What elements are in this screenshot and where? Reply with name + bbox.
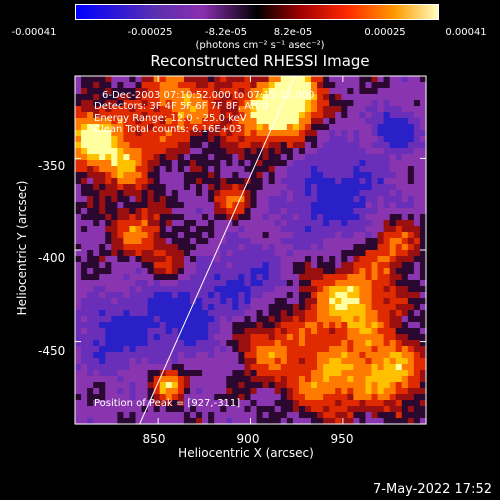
colorbar-units: (photons cm⁻² s⁻¹ asec⁻²) bbox=[195, 40, 325, 51]
x-tick-label: 950 bbox=[330, 432, 354, 446]
y-axis-label: Heliocentric Y (arcsec) bbox=[15, 180, 29, 316]
colorbar-tick: -8.2e-05 bbox=[205, 27, 247, 38]
info-energy-range: Energy Range: 12.0 - 25.0 keV bbox=[94, 113, 247, 124]
info-peak-position: Position of Peak = [927,-311] bbox=[94, 398, 241, 409]
chart-title: Reconstructed RHESSI Image bbox=[150, 52, 370, 70]
colorbar-tick: 0.00041 bbox=[445, 27, 487, 38]
y-tick-label: -400 bbox=[38, 251, 66, 265]
colorbar-tick: 0.00025 bbox=[364, 27, 406, 38]
x-tick-label: 850 bbox=[142, 432, 166, 446]
x-tick-label: 900 bbox=[236, 432, 260, 446]
footer-date: 7-May-2022 17:52 bbox=[373, 482, 492, 497]
limb-line bbox=[139, 75, 296, 425]
info-time-range: 6-Dec-2003 07:10:52.000 to 07:15:12.000 bbox=[102, 90, 315, 101]
colorbar bbox=[75, 4, 439, 20]
colorbar-tick: -0.00025 bbox=[127, 27, 173, 38]
colorbar-tick: -0.00041 bbox=[11, 27, 57, 38]
x-axis-label: Heliocentric X (arcsec) bbox=[178, 446, 314, 460]
info-detectors: Detectors: 3F 4F 5F 6F 7F 8F, Att 0 bbox=[94, 101, 269, 112]
heatmap-cells bbox=[75, 76, 427, 425]
y-tick-label: -350 bbox=[38, 159, 66, 173]
colorbar-tick: 8.2e-05 bbox=[273, 27, 313, 38]
y-tick-label: -450 bbox=[38, 344, 66, 358]
axis-ticks bbox=[75, 76, 426, 424]
info-counts: Clean Total counts: 6.16E+03 bbox=[94, 124, 242, 135]
